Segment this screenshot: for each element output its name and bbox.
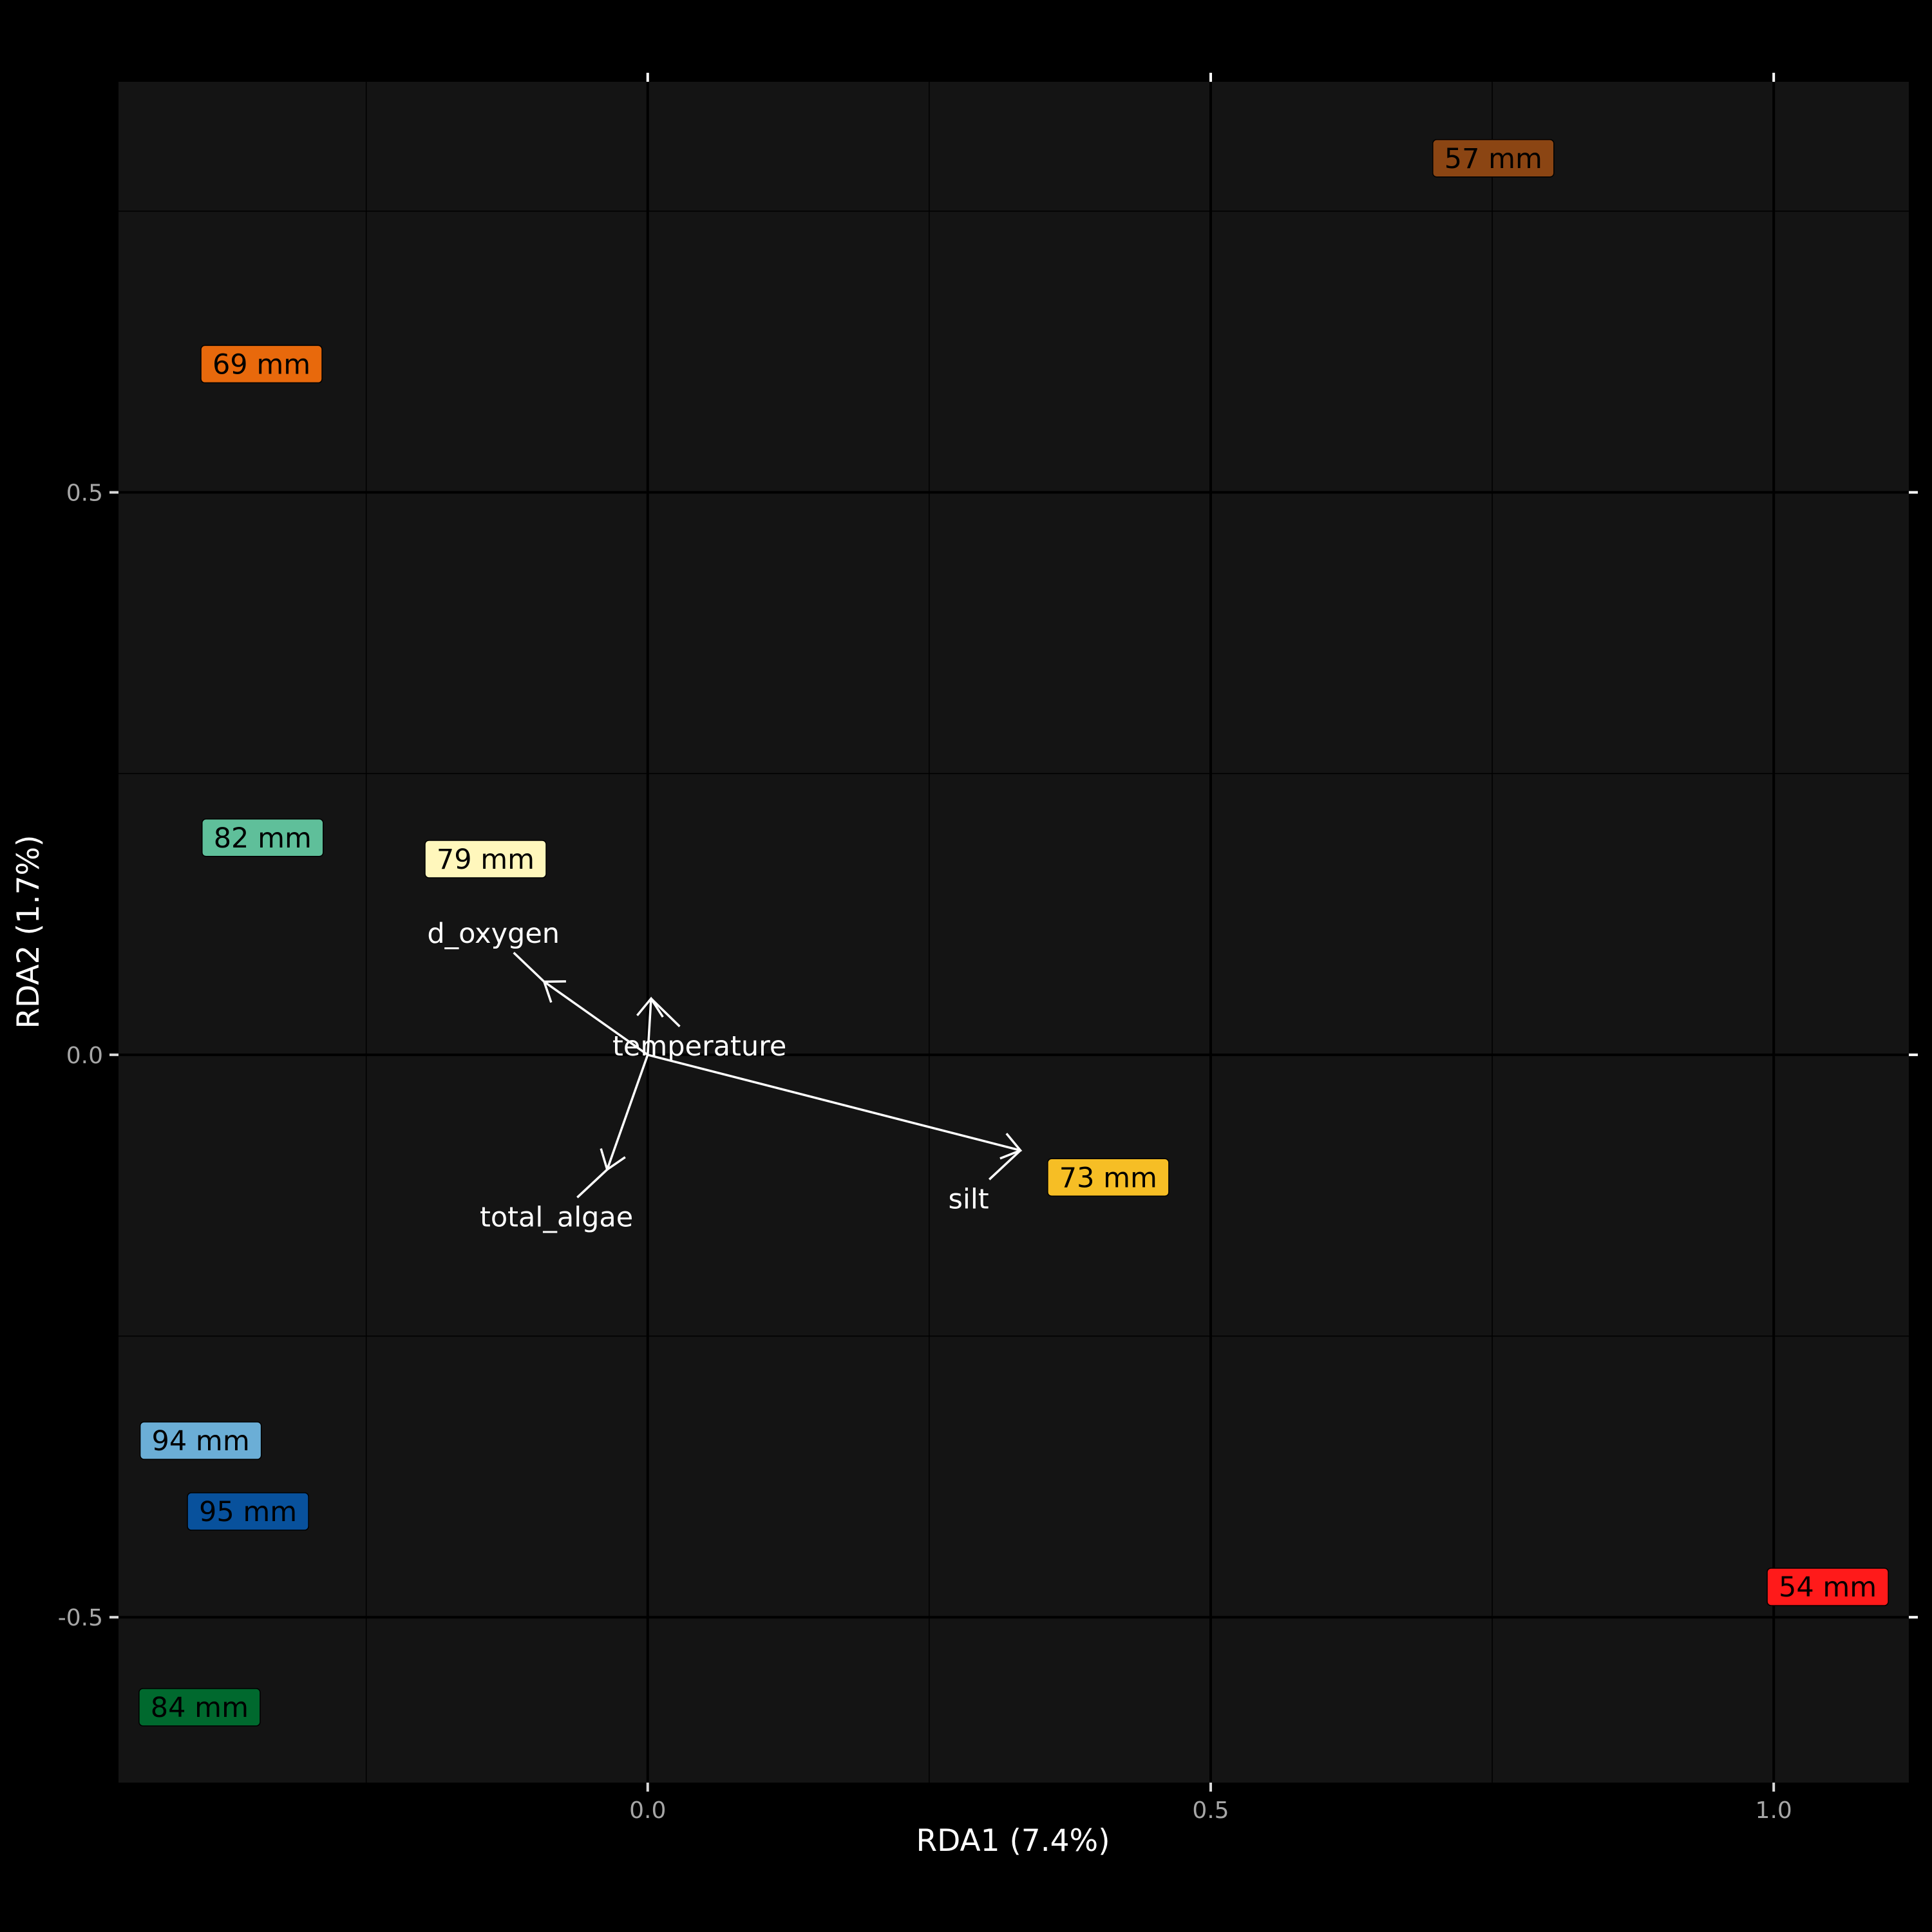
site-label: 95 mm [187, 1492, 309, 1531]
site-label-text: 73 mm [1059, 1162, 1157, 1194]
y-tick-label: 0.0 [66, 1043, 103, 1069]
vector-label-leader [650, 998, 681, 1028]
vector-total-algae: total_algae [480, 1054, 649, 1233]
site-label-box [202, 819, 324, 857]
x-tick-label: 1.0 [1756, 1797, 1792, 1824]
site-label: 73 mm [1047, 1158, 1170, 1197]
vector-arrow [647, 1054, 1021, 1152]
vector-temperature: temperature [612, 996, 786, 1063]
site-label: 84 mm [138, 1688, 261, 1727]
vector-label: silt [948, 1183, 989, 1215]
y-tick-label: -0.5 [58, 1605, 103, 1631]
site-label-text: 54 mm [1779, 1571, 1877, 1604]
site-label: 82 mm [202, 819, 324, 857]
site-label: 69 mm [200, 345, 323, 384]
site-label-box [138, 1688, 261, 1727]
site-label: 57 mm [1432, 139, 1555, 178]
site-label-box [1047, 1158, 1170, 1197]
site-label-box [424, 840, 547, 878]
site-label-text: 82 mm [214, 822, 312, 855]
site-label-box [139, 1421, 262, 1460]
vector-arrow [647, 998, 652, 1055]
site-label-text: 79 mm [437, 844, 535, 876]
vector-label: total_algae [480, 1201, 633, 1233]
site-label-box [200, 345, 323, 384]
site-label: 94 mm [139, 1421, 262, 1460]
vector-label-leader [513, 951, 545, 983]
site-label-box [1766, 1567, 1889, 1606]
site-label-text: 69 mm [213, 348, 310, 381]
site-label-text: 94 mm [152, 1425, 250, 1457]
y-axis-title: RDA2 (1.7%) [11, 835, 46, 1028]
vector-label-leader [988, 1150, 1021, 1180]
grid-layer [118, 82, 1909, 1783]
x-axis-title: RDA1 (7.4%) [916, 1823, 1110, 1859]
vector-arrow [606, 1054, 649, 1170]
site-label: 54 mm [1766, 1567, 1889, 1606]
site-label-text: 57 mm [1444, 143, 1542, 175]
vector-label: temperature [612, 1030, 786, 1063]
y-tick-label: 0.5 [66, 480, 103, 507]
site-layer: 57 mm 69 mm 82 mm 79 mm 73 mm 94 mm 95 mm 54 mm… [138, 139, 1889, 1727]
site-label-box [1432, 139, 1555, 178]
vector-label-leader [576, 1168, 609, 1198]
x-tick-label: 0.5 [1192, 1797, 1229, 1824]
vector-label: d_oxygen [427, 918, 560, 950]
vector-arrow [543, 980, 649, 1056]
site-label-text: 95 mm [199, 1496, 297, 1528]
site-label: 79 mm [424, 840, 547, 878]
vector-d-oxygen: d_oxygen [427, 918, 649, 1056]
x-tick-label: 0.0 [629, 1797, 666, 1824]
plot-panel [118, 82, 1909, 1783]
tick-layer: 0.0 0.5 1.0 -0.5 0.0 0.5 [58, 73, 1918, 1824]
site-label-text: 84 mm [151, 1692, 249, 1724]
vector-layer: d_oxygen temperature total_algae silt [427, 918, 1023, 1233]
vector-silt: silt [647, 1054, 1023, 1215]
site-label-box [187, 1492, 309, 1531]
